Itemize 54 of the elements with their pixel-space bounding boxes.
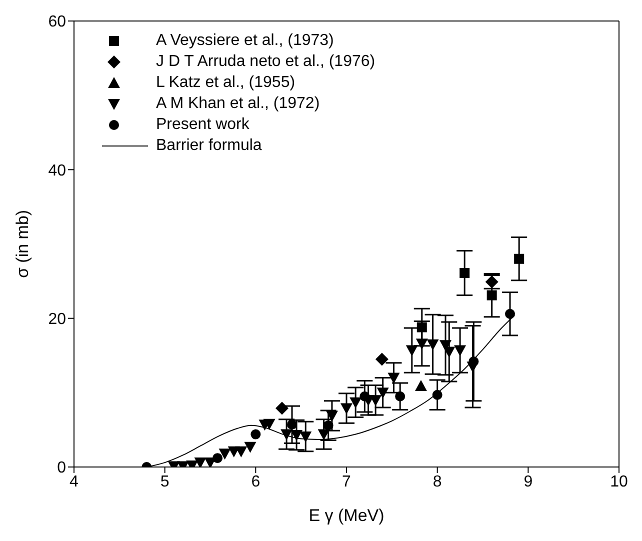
legend-label: Barrier formula — [156, 136, 262, 156]
point — [218, 448, 231, 460]
x-axis-title: E γ (MeV) — [308, 506, 384, 525]
x-tick-label: 5 — [160, 473, 170, 490]
point — [326, 410, 338, 422]
x-tick-label: 4 — [70, 473, 79, 490]
x-tick-label: 10 — [610, 473, 628, 490]
legend-label: L Katz et al., (1955) — [156, 73, 296, 93]
point — [468, 356, 479, 366]
point — [414, 380, 427, 391]
point — [416, 322, 427, 332]
point — [370, 395, 382, 406]
point — [486, 290, 497, 300]
point — [194, 458, 206, 467]
legend-label: A M Khan et al., (1972) — [156, 94, 320, 114]
point — [290, 430, 303, 442]
point — [280, 429, 293, 440]
point — [416, 338, 428, 350]
y-tick-label: 60 — [48, 14, 66, 31]
y-tick-label: 40 — [48, 162, 66, 180]
x-tick-label: 9 — [524, 473, 533, 490]
y-axis-title: σ (in mb) — [13, 210, 32, 278]
point — [287, 420, 297, 430]
legend-label: A Veyssiere et al., (1973) — [156, 31, 334, 51]
point — [426, 339, 439, 350]
point — [406, 345, 418, 356]
point — [432, 390, 442, 400]
point — [350, 397, 362, 408]
point — [250, 429, 261, 440]
point — [323, 420, 334, 430]
point — [505, 308, 515, 319]
point — [460, 268, 470, 278]
x-tick-label: 8 — [432, 473, 442, 490]
point — [454, 345, 466, 356]
x-tick-label: 6 — [251, 473, 260, 490]
y-tick-label: 20 — [48, 311, 66, 328]
point — [375, 352, 388, 366]
point — [376, 388, 389, 399]
y-tick-label: 0 — [57, 460, 66, 477]
x-tick-label: 7 — [342, 473, 352, 490]
point — [244, 442, 256, 453]
point — [300, 432, 312, 443]
point — [514, 254, 524, 264]
point — [395, 391, 406, 402]
point — [235, 446, 248, 458]
point — [276, 402, 289, 415]
point — [360, 391, 370, 402]
legend-label: J D T Arruda neto et al., (1976) — [156, 52, 376, 72]
point — [212, 453, 223, 464]
point — [340, 403, 352, 414]
point — [388, 372, 400, 384]
point — [443, 346, 456, 358]
point — [263, 418, 276, 430]
legend-label: Present work — [156, 115, 250, 135]
